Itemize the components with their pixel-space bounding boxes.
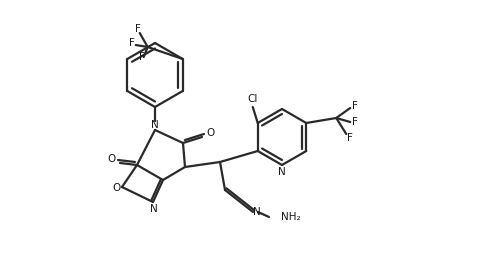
Text: N: N xyxy=(278,167,286,177)
Text: O: O xyxy=(112,183,120,193)
Text: F: F xyxy=(139,52,145,62)
Text: N: N xyxy=(150,204,158,214)
Text: O: O xyxy=(107,154,115,164)
Text: F: F xyxy=(352,117,358,127)
Text: NH₂: NH₂ xyxy=(281,212,301,222)
Text: N: N xyxy=(253,207,261,217)
Text: O: O xyxy=(206,128,214,138)
Text: N: N xyxy=(151,120,159,130)
Text: Cl: Cl xyxy=(247,94,258,104)
Text: F: F xyxy=(347,133,353,143)
Text: F: F xyxy=(352,101,358,111)
Text: F: F xyxy=(129,38,135,48)
Text: F: F xyxy=(135,24,140,34)
